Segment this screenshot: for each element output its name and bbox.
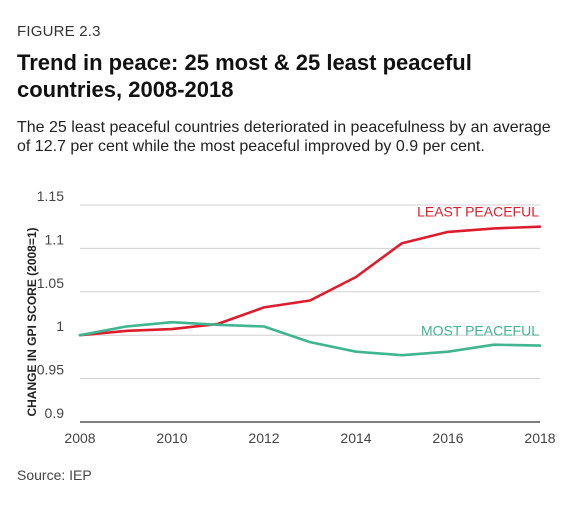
y-tick-label: 1 bbox=[56, 318, 64, 334]
x-tick-label: 2014 bbox=[340, 430, 371, 446]
y-tick-label: 1.05 bbox=[37, 275, 64, 291]
series-labels: LEAST PEACEFUL MOST PEACEFUL bbox=[417, 204, 539, 339]
x-tick-label: 2010 bbox=[156, 430, 187, 446]
y-tick-label: 0.9 bbox=[45, 405, 65, 421]
x-tick-label: 2016 bbox=[432, 430, 463, 446]
y-tick-label: 1.1 bbox=[45, 231, 65, 247]
x-tick-label: 2008 bbox=[64, 430, 95, 446]
least-peaceful-label: LEAST PEACEFUL bbox=[417, 204, 539, 220]
y-tick-label: 1.15 bbox=[37, 188, 64, 204]
series-lines bbox=[78, 225, 542, 357]
chart-title: Trend in peace: 25 most & 25 least peace… bbox=[17, 50, 472, 102]
x-tick-labels: 2008 2010 2012 2014 2016 2018 bbox=[64, 430, 555, 446]
most-peaceful-line bbox=[78, 320, 542, 357]
y-tick-label: 0.95 bbox=[37, 362, 64, 378]
most-peaceful-label: MOST PEACEFUL bbox=[421, 323, 539, 339]
x-tick-label: 2018 bbox=[524, 430, 555, 446]
figure-label: FIGURE 2.3 bbox=[17, 23, 101, 40]
y-tick-labels: 0.9 0.95 1 1.05 1.1 1.15 bbox=[37, 188, 64, 421]
y-axis-label: CHANGE IN GPI SCORE (2008=1) bbox=[25, 227, 39, 416]
gridlines bbox=[80, 204, 540, 423]
x-tick-label: 2012 bbox=[248, 430, 279, 446]
least-peaceful-line bbox=[78, 225, 542, 337]
source-note: Source: IEP bbox=[17, 467, 92, 483]
chart-subtitle: The 25 least peaceful countries deterior… bbox=[17, 119, 551, 155]
